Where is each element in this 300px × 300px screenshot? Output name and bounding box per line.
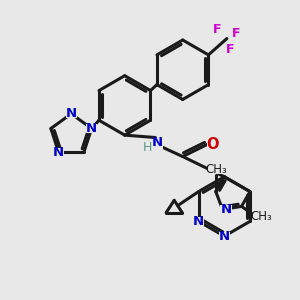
Text: N: N <box>151 136 162 149</box>
Text: N: N <box>220 203 232 216</box>
Bar <box>226 46 234 54</box>
Text: F: F <box>226 43 234 56</box>
Bar <box>66 109 77 118</box>
Text: F: F <box>213 22 222 35</box>
Bar <box>86 124 97 133</box>
Bar <box>148 139 163 149</box>
Bar <box>220 205 232 214</box>
Bar <box>53 148 64 157</box>
Bar <box>207 140 218 148</box>
Text: O: O <box>206 136 219 152</box>
Text: N: N <box>86 122 97 135</box>
Text: N: N <box>53 146 64 159</box>
Text: N: N <box>219 230 230 243</box>
Bar <box>219 232 230 241</box>
Bar <box>193 217 204 226</box>
Text: CH₃: CH₃ <box>205 163 227 176</box>
Bar <box>208 166 224 174</box>
Text: CH₃: CH₃ <box>250 210 272 223</box>
Text: H: H <box>143 140 153 154</box>
Text: F: F <box>232 27 241 40</box>
Bar <box>213 25 221 33</box>
Text: N: N <box>193 215 204 228</box>
Bar <box>253 213 270 221</box>
Text: N: N <box>66 107 77 120</box>
Bar <box>232 29 241 37</box>
